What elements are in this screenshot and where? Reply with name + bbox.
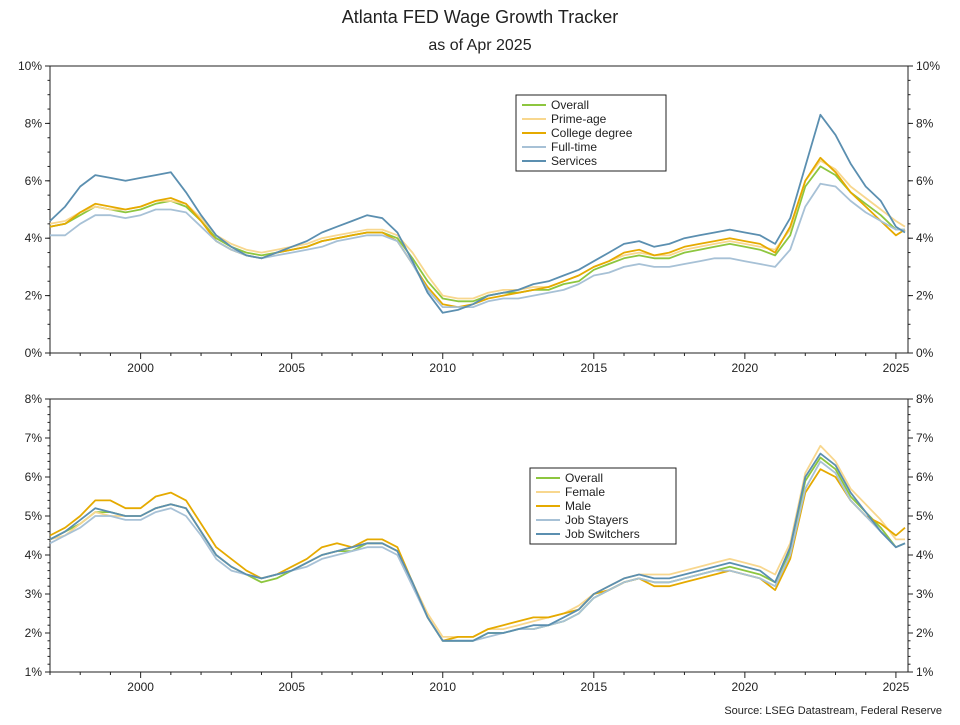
series-line-overall <box>49 456 906 642</box>
y-tick-label-left: 6% <box>25 174 43 188</box>
legend-label: Prime-age <box>551 112 607 126</box>
y-tick-label-right: 5% <box>916 509 934 523</box>
legend-label: Male <box>565 499 591 513</box>
plot-frame <box>49 398 909 673</box>
y-tick-label-right: 4% <box>916 231 934 245</box>
y-tick-label-left: 2% <box>25 289 43 303</box>
y-tick-label-right: 6% <box>916 174 934 188</box>
x-tick-label: 2000 <box>127 680 154 694</box>
source-note: Source: LSEG Datastream, Federal Reserve <box>724 705 942 717</box>
y-tick-label-right: 6% <box>916 470 934 484</box>
series-line-college-degree <box>49 156 906 308</box>
y-tick-label-right: 0% <box>916 346 934 360</box>
y-tick-label-left: 4% <box>25 231 43 245</box>
x-tick-label: 2005 <box>278 680 305 694</box>
chart-title: Atlanta FED Wage Growth Tracker <box>342 7 618 27</box>
y-tick-label-right: 8% <box>916 116 934 130</box>
y-tick-label-right: 1% <box>916 665 934 679</box>
y-tick-label-left: 8% <box>25 116 43 130</box>
y-tick-label-right: 4% <box>916 548 934 562</box>
y-tick-label-right: 8% <box>916 392 934 406</box>
series-line-female <box>49 444 905 638</box>
legend-label: Overall <box>565 471 603 485</box>
legend-box <box>529 467 677 545</box>
x-tick-label: 2020 <box>732 361 759 375</box>
chart-subtitle: as of Apr 2025 <box>428 37 531 54</box>
series-line-overall <box>49 165 905 303</box>
legend-label: Job Switchers <box>565 527 640 541</box>
x-tick-label: 2025 <box>883 361 910 375</box>
legend-label: Job Stayers <box>565 513 628 527</box>
top-panel: 0% 0% 2% 2% 4% 4% 6% 6% 8% 8% 10% 10% 2000 2005 2010 20… <box>18 59 940 375</box>
y-tick-label-left: 8% <box>25 392 43 406</box>
y-tick-label-left: 4% <box>25 548 43 562</box>
legend-label: Female <box>565 485 605 499</box>
series-line-job-switchers <box>49 452 906 642</box>
bottom-panel: 1% 1% 2% 2% 3% 3% 4% 4% 5% 5% 6% 6% 7% 7% 8% 8% 2000 2005… <box>25 392 934 694</box>
legend-label: College degree <box>551 126 633 140</box>
legend-label: Services <box>551 154 597 168</box>
y-tick-label-left: 0% <box>25 346 43 360</box>
y-tick-label-left: 7% <box>25 431 43 445</box>
y-tick-label-right: 2% <box>916 626 934 640</box>
x-tick-label: 2005 <box>278 361 305 375</box>
x-tick-label: 2015 <box>580 361 607 375</box>
x-tick-label: 2010 <box>429 680 456 694</box>
y-tick-label-right: 2% <box>916 289 934 303</box>
y-tick-label-left: 2% <box>25 626 43 640</box>
series-line-job-stayers <box>49 460 906 642</box>
series-line-male <box>49 468 906 642</box>
x-tick-label: 2020 <box>732 680 759 694</box>
y-tick-label-right: 10% <box>916 59 940 73</box>
legend-label: Overall <box>551 98 589 112</box>
y-tick-label-left: 3% <box>25 587 43 601</box>
series-line-full-time <box>50 182 905 308</box>
series-line-services <box>49 113 906 314</box>
y-tick-label-left: 10% <box>18 59 42 73</box>
x-tick-label: 2025 <box>883 680 910 694</box>
plot-frame <box>49 65 909 354</box>
y-tick-label-right: 7% <box>916 431 934 445</box>
x-tick-label: 2010 <box>429 361 456 375</box>
y-tick-label-left: 5% <box>25 509 43 523</box>
legend-label: Full-time <box>551 140 597 154</box>
y-tick-label-left: 1% <box>25 665 43 679</box>
x-tick-label: 2015 <box>580 680 607 694</box>
x-tick-label: 2000 <box>127 361 154 375</box>
y-tick-label-left: 6% <box>25 470 43 484</box>
y-tick-label-right: 3% <box>916 587 934 601</box>
